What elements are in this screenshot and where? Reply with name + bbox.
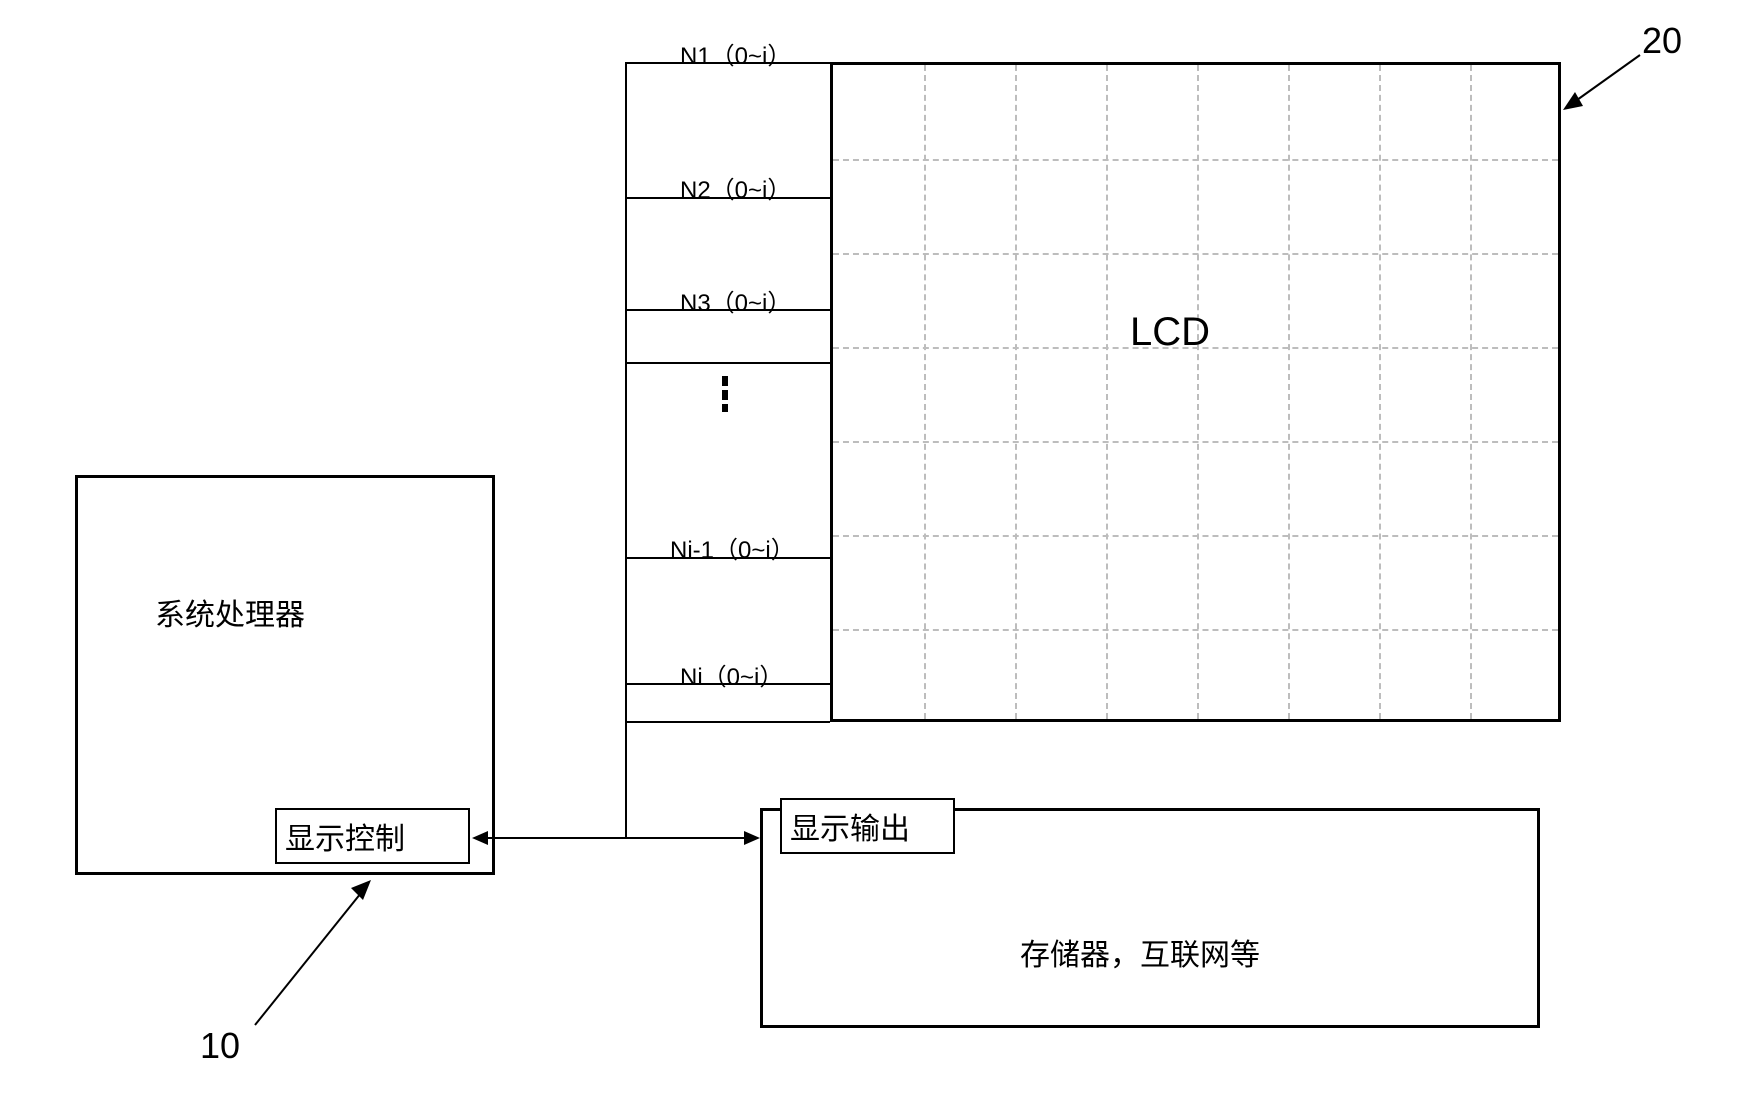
ref-20-arrow-icon xyxy=(1555,50,1645,120)
buf-left-border xyxy=(625,62,627,722)
lcd-col xyxy=(1106,65,1108,719)
ref-20-label: 20 xyxy=(1642,20,1682,62)
buf-line-6 xyxy=(625,721,830,723)
lcd-grid xyxy=(833,65,1558,719)
lcd-col xyxy=(1197,65,1199,719)
lcd-box xyxy=(830,62,1561,722)
lcd-col xyxy=(1288,65,1290,719)
display-output-label: 显示输出 xyxy=(790,813,910,846)
buf-label-3: N3（0~i） xyxy=(680,283,791,318)
display-control-label: 显示控制 xyxy=(285,823,405,856)
lcd-row xyxy=(833,159,1558,161)
processor-label: 系统处理器 xyxy=(155,590,305,634)
lcd-row xyxy=(833,441,1558,443)
lcd-col xyxy=(924,65,926,719)
lcd-row xyxy=(833,535,1558,537)
display-control-box: 显示控制 xyxy=(275,808,470,864)
lcd-col xyxy=(1015,65,1017,719)
lcd-col xyxy=(1379,65,1381,719)
buf-label-2: N2（0~i） xyxy=(680,170,791,205)
connector-arrow-icon xyxy=(472,825,760,851)
connector-vertical-icon xyxy=(618,720,634,840)
buf-label-4: Ni-1（0~i） xyxy=(670,530,795,565)
buf-vdots-icon xyxy=(715,376,735,419)
lcd-col xyxy=(1470,65,1472,719)
buf-line-3 xyxy=(625,362,830,364)
display-output-box: 显示输出 xyxy=(780,798,955,854)
buf-label-5: Ni（0~i） xyxy=(680,657,783,692)
lcd-label: LCD xyxy=(1130,310,1210,355)
ref-10-arrow-icon xyxy=(245,870,385,1030)
lcd-row xyxy=(833,253,1558,255)
ref-10-label: 10 xyxy=(200,1025,240,1067)
storage-label: 存储器，互联网等 xyxy=(1020,930,1260,974)
lcd-row xyxy=(833,629,1558,631)
buf-label-1: N1（0~i） xyxy=(680,36,791,71)
